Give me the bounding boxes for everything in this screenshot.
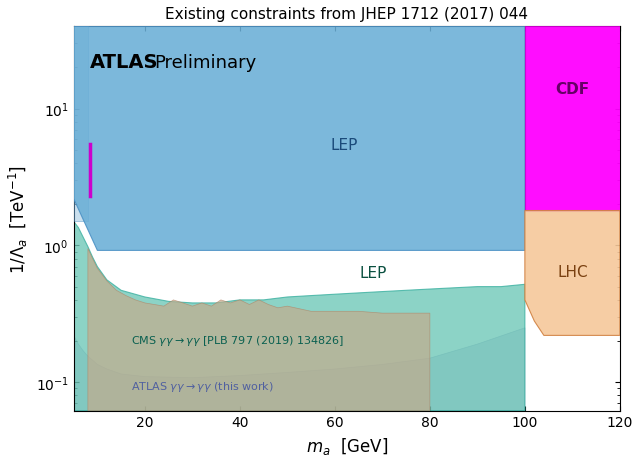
X-axis label: $m_a$  [GeV]: $m_a$ [GeV]	[305, 435, 388, 456]
Polygon shape	[74, 27, 88, 222]
Text: CDF: CDF	[556, 82, 589, 97]
Polygon shape	[525, 27, 620, 211]
Text: ATLAS: ATLAS	[90, 53, 159, 72]
Title: Existing constraints from JHEP 1712 (2017) 044: Existing constraints from JHEP 1712 (201…	[165, 7, 528, 22]
Polygon shape	[88, 249, 430, 411]
Text: ATLAS $\gamma\gamma \rightarrow \gamma\gamma$ (this work): ATLAS $\gamma\gamma \rightarrow \gamma\g…	[131, 379, 273, 393]
Text: Preliminary: Preliminary	[154, 54, 257, 72]
Polygon shape	[74, 328, 525, 411]
Text: LEP: LEP	[331, 138, 358, 152]
Y-axis label: $1/\Lambda_a$  [TeV$^{-1}$]: $1/\Lambda_a$ [TeV$^{-1}$]	[7, 164, 30, 274]
Text: LEP: LEP	[359, 266, 387, 281]
Polygon shape	[525, 211, 620, 336]
Polygon shape	[74, 27, 525, 251]
Text: LHC: LHC	[557, 264, 588, 279]
Polygon shape	[74, 222, 525, 411]
Text: CMS $\gamma\gamma \rightarrow \gamma\gamma$ [PLB 797 (2019) 134826]: CMS $\gamma\gamma \rightarrow \gamma\gam…	[131, 333, 344, 347]
